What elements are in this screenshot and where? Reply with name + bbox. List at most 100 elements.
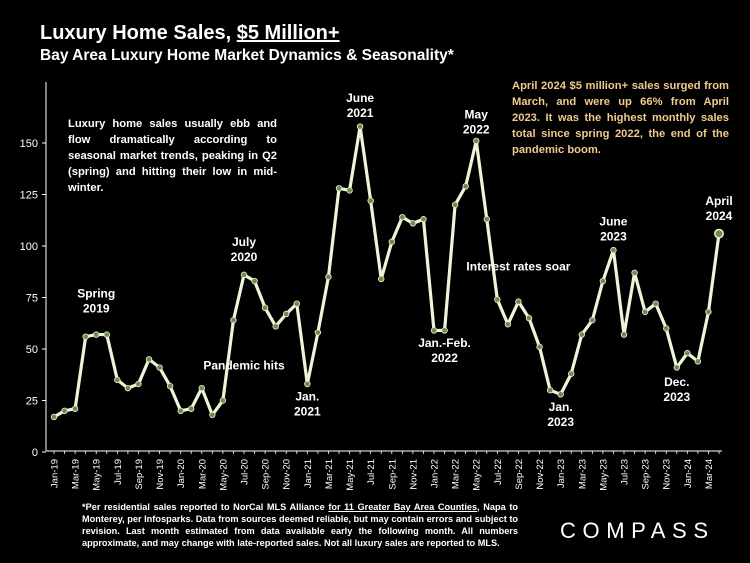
x-tick-label: Jul-22	[493, 459, 504, 485]
data-point	[430, 327, 438, 334]
data-point	[515, 298, 522, 305]
x-tick-label: Jan-23	[556, 459, 567, 488]
data-point	[61, 407, 68, 414]
x-tick-label: Mar-24	[704, 459, 715, 489]
x-tick-label: Jan-22	[430, 459, 441, 488]
data-point	[641, 308, 649, 316]
x-tick-label: Jan-19	[50, 459, 61, 488]
x-tick-label: Nov-19	[155, 459, 166, 490]
footnote-link[interactable]: for 11 Greater Bay Area Counties	[328, 502, 478, 512]
y-tick-label: 125	[20, 190, 38, 202]
data-point	[261, 304, 269, 311]
data-point	[620, 331, 628, 338]
data-point	[610, 246, 617, 254]
x-tick-label: Jul-21	[366, 459, 377, 485]
title-prefix: Luxury Home Sales,	[40, 22, 237, 44]
data-point	[346, 187, 353, 194]
annotation-label: Dec.	[664, 375, 689, 389]
data-point	[177, 407, 184, 414]
data-point	[219, 397, 227, 404]
data-point	[230, 316, 237, 324]
data-point	[272, 323, 279, 330]
annotation-label: Pandemic hits	[203, 359, 285, 373]
data-point	[504, 321, 512, 328]
data-point	[462, 183, 469, 190]
annotation-label: 2022	[431, 351, 458, 365]
y-tick-label: 100	[20, 241, 38, 253]
annotation-label: 2023	[547, 415, 574, 429]
data-point	[356, 123, 364, 130]
data-point	[599, 277, 607, 285]
april-2024-note: April 2024 $5 million+ sales surged from…	[512, 80, 729, 156]
compass-logo: COMPASS	[560, 518, 715, 543]
data-point	[314, 329, 322, 336]
x-tick-label: Jan-20	[176, 459, 187, 488]
data-point	[494, 296, 501, 303]
x-tick-label: Nov-22	[535, 459, 546, 490]
x-tick-label: Jan-21	[303, 459, 314, 488]
data-point	[473, 137, 480, 145]
annotation-label: 2021	[347, 106, 374, 120]
x-tick-label: Sep-19	[134, 459, 145, 490]
data-point	[451, 201, 459, 208]
annotation-label: 2020	[231, 250, 258, 264]
x-tick-label: May-23	[598, 459, 609, 491]
data-point	[93, 331, 100, 338]
data-point	[420, 216, 427, 223]
data-point	[50, 413, 58, 421]
footnote-part2: , Napa to Monterey, per Infosparks. Data…	[82, 502, 519, 548]
data-point	[589, 316, 596, 324]
data-point	[483, 216, 490, 223]
x-tick-label: Jan-24	[683, 459, 694, 488]
data-point	[388, 238, 395, 246]
x-tick-label: May-21	[345, 459, 356, 491]
footnote: *Per residential sales reported to NorCa…	[82, 502, 518, 550]
x-tick-label: Mar-22	[451, 459, 462, 489]
data-point	[166, 382, 174, 390]
x-tick-label: Nov-23	[662, 459, 673, 490]
x-tick-label: Sep-20	[261, 459, 272, 490]
data-point	[714, 228, 724, 239]
data-point	[694, 358, 702, 365]
data-point	[188, 405, 195, 412]
y-tick-label: 0	[32, 447, 38, 459]
annotation-label: 2019	[83, 302, 110, 316]
data-point	[135, 380, 142, 388]
data-point	[304, 380, 311, 388]
annotation-label: Interest rates soar	[466, 260, 570, 274]
data-point	[283, 310, 290, 318]
annotation-label: June	[346, 91, 374, 105]
annotation-label: Spring	[77, 287, 115, 301]
data-point	[652, 300, 659, 307]
x-tick-label: Mar-19	[71, 459, 82, 489]
annotation-label: May	[465, 107, 489, 121]
data-point	[663, 325, 670, 332]
data-point	[325, 273, 332, 281]
data-point	[251, 277, 258, 285]
chart-subtitle: Bay Area Luxury Home Market Dynamics & S…	[40, 47, 454, 64]
data-point	[82, 333, 89, 340]
title-underlined: $5 Million+	[236, 22, 340, 44]
data-point	[631, 269, 638, 276]
annotation-label: June	[599, 214, 627, 228]
y-tick-label: 75	[26, 293, 38, 305]
data-point	[557, 391, 564, 398]
data-point	[293, 300, 300, 307]
y-tick-label: 25	[26, 396, 38, 408]
data-point	[335, 185, 343, 192]
footnote-part1: *Per residential sales reported to NorCa…	[82, 502, 329, 512]
annotation-label: 2023	[600, 229, 627, 243]
data-point	[71, 405, 79, 412]
data-point	[409, 220, 417, 227]
annotation-label: 2023	[663, 390, 690, 404]
data-point	[209, 411, 216, 419]
data-point	[378, 275, 385, 283]
data-point	[198, 384, 205, 392]
x-tick-label: Nov-20	[282, 459, 293, 490]
annotation-label: Jan.	[295, 390, 319, 404]
data-point	[441, 327, 448, 334]
x-tick-label: Nov-21	[408, 459, 419, 490]
data-point	[673, 364, 680, 371]
x-tick-label: Jul-23	[620, 459, 631, 485]
data-point	[240, 271, 248, 279]
